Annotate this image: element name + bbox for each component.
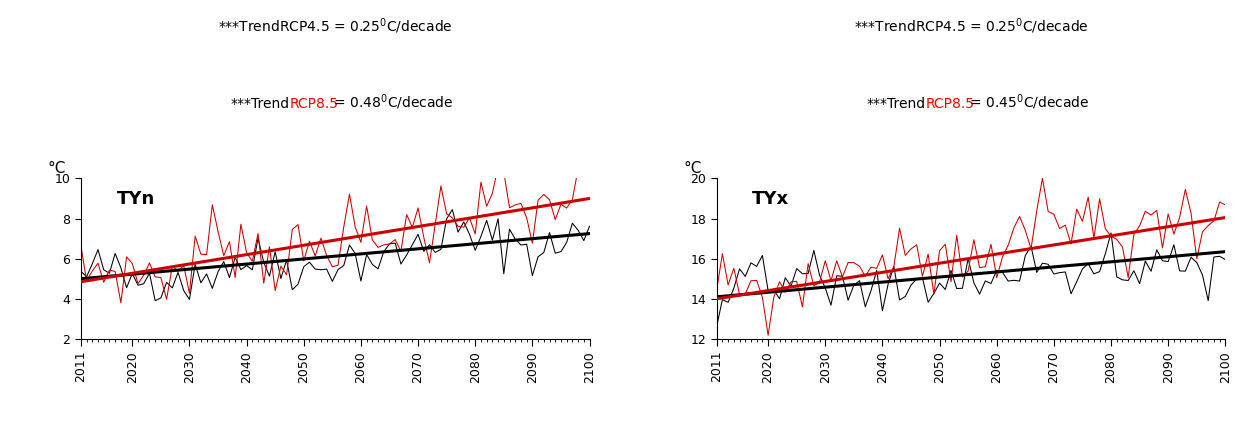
Text: ***Trend: ***Trend (231, 98, 290, 112)
Text: ***TrendRCP4.5 = 0.25$\mathregular{^0}$C/decade: ***TrendRCP4.5 = 0.25$\mathregular{^0}$C… (853, 16, 1088, 36)
Text: = 0.48$\mathregular{^0}$C/decade: = 0.48$\mathregular{^0}$C/decade (328, 92, 453, 112)
Text: TYx: TYx (753, 190, 790, 208)
Text: ***TrendRCP4.5 = 0.25$\mathregular{^0}$C/decade: ***TrendRCP4.5 = 0.25$\mathregular{^0}$C… (218, 16, 453, 36)
Text: ***Trend: ***Trend (867, 98, 926, 112)
Text: = 0.45$\mathregular{^0}$C/decade: = 0.45$\mathregular{^0}$C/decade (964, 92, 1088, 112)
Text: °C: °C (47, 161, 66, 176)
Text: TYn: TYn (117, 190, 154, 208)
Text: RCP8.5: RCP8.5 (926, 98, 975, 112)
Text: RCP8.5: RCP8.5 (290, 98, 338, 112)
Text: °C: °C (683, 161, 702, 176)
